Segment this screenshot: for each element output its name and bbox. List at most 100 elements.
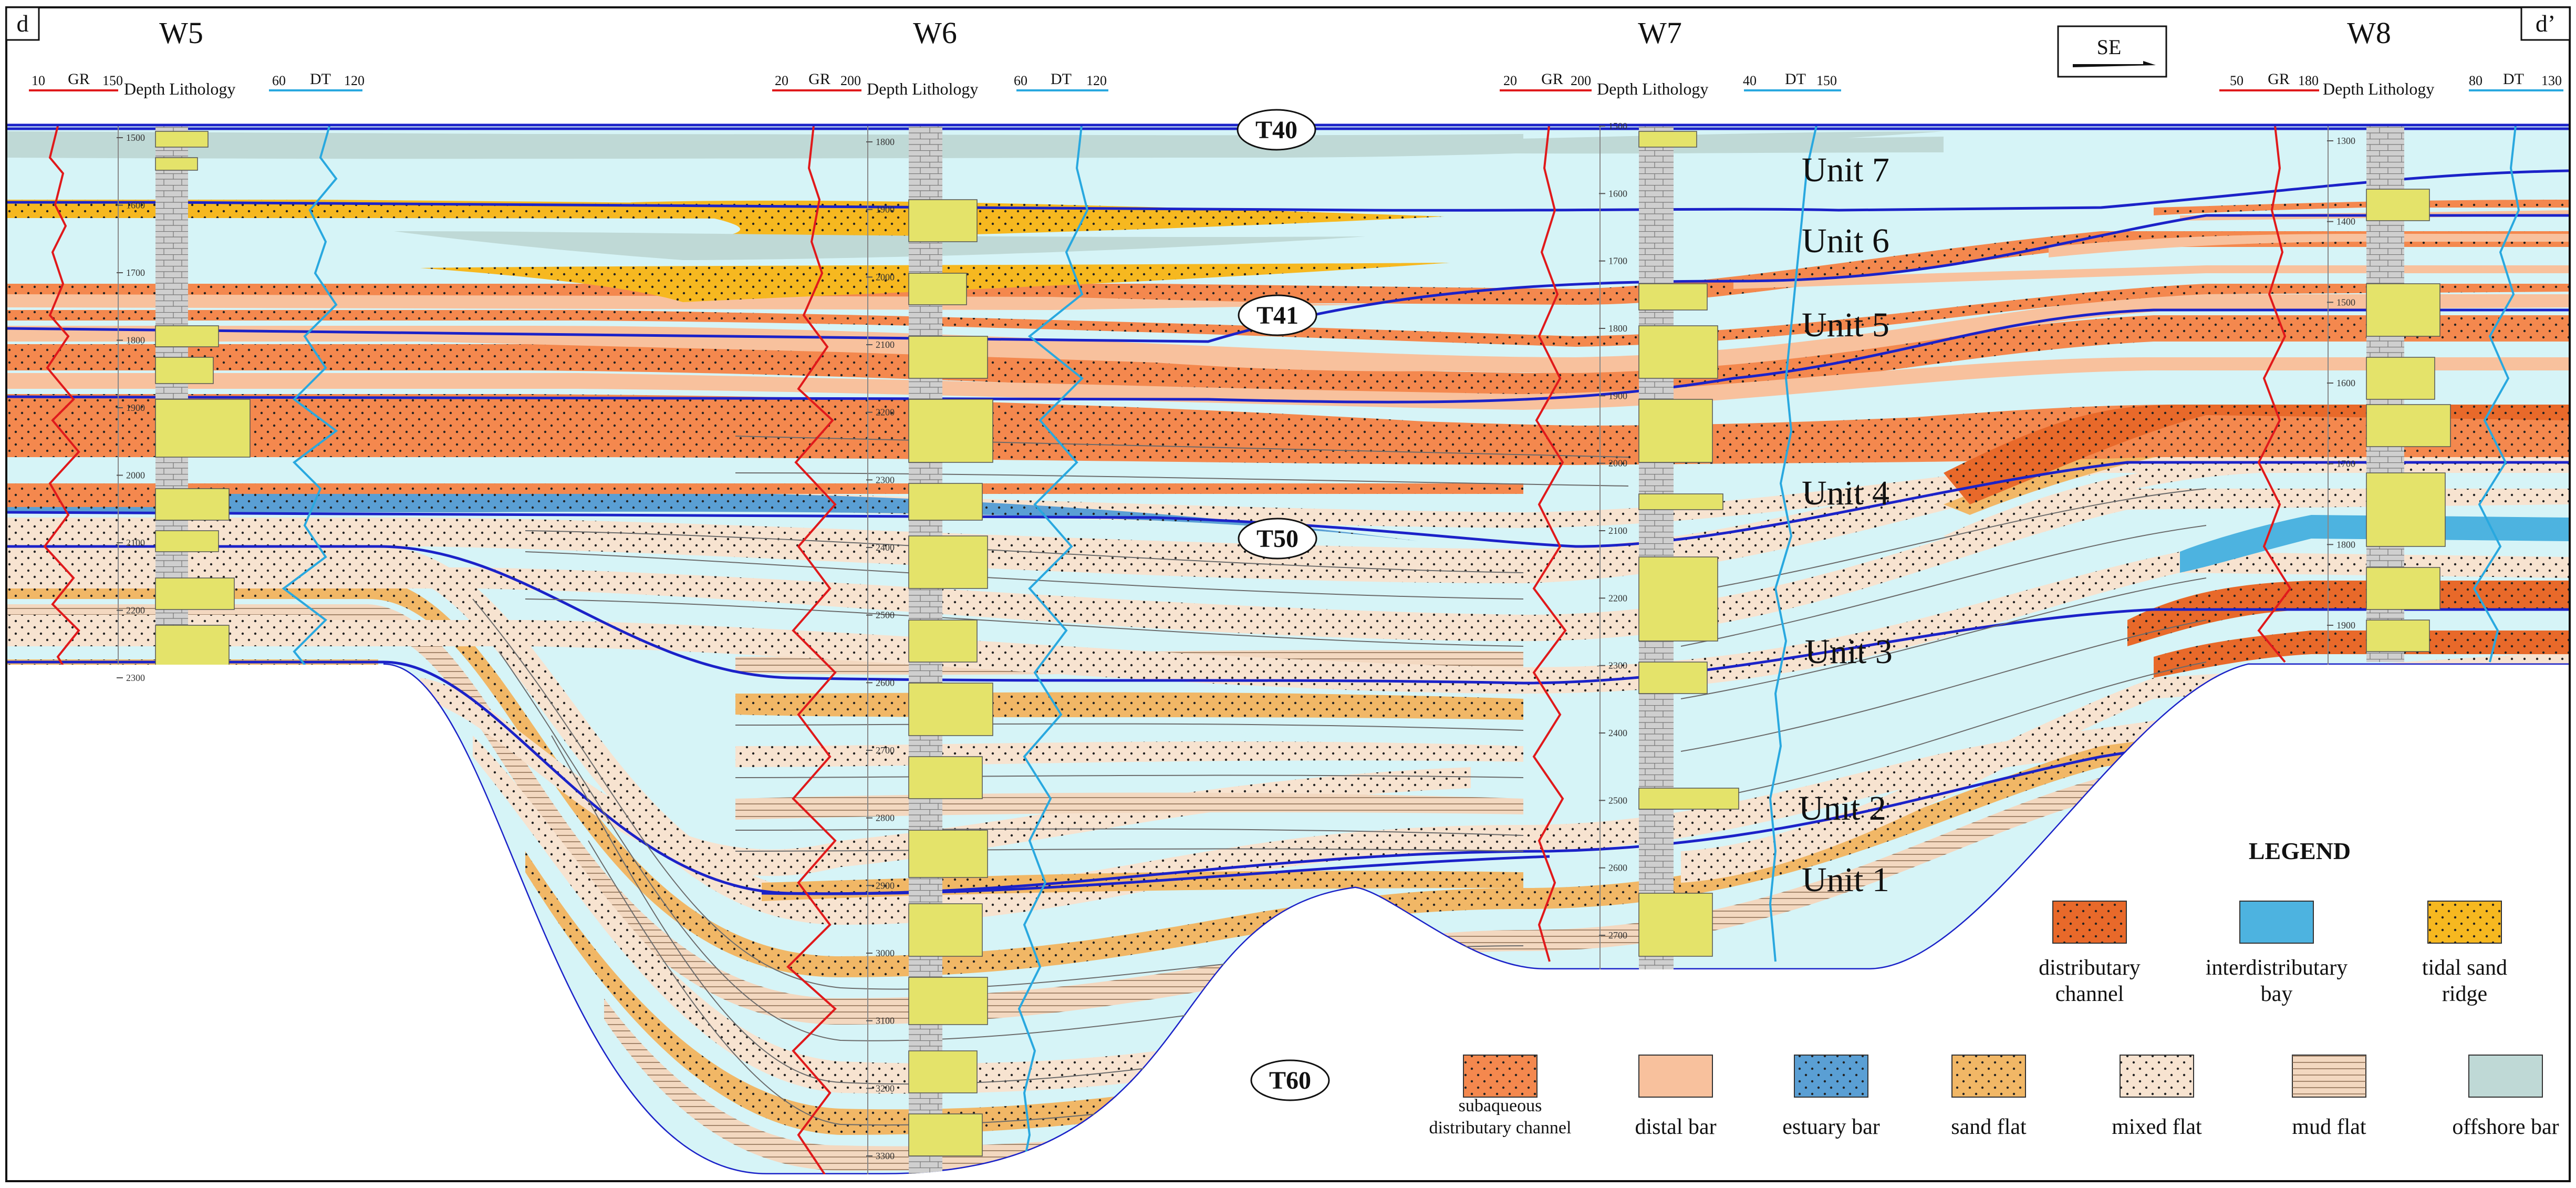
direction-indicator: SE	[2057, 25, 2167, 78]
depth-tick-label: 2100	[876, 339, 895, 350]
depth-tick-label: 2300	[876, 474, 895, 485]
depth-tick-label: 1600	[2336, 378, 2355, 388]
legend-item-mixed-flat: mixed flat	[2112, 1055, 2202, 1139]
unit-label-4: Unit 4	[1802, 474, 1889, 512]
depth-tick-label: 3300	[876, 1151, 895, 1161]
depth-tick-label: 1900	[126, 402, 145, 413]
legend-item-estuary-bar: estuary bar	[1782, 1055, 1880, 1139]
depth-tick-label: 3200	[876, 1083, 895, 1093]
legend-label: mixed flat	[2112, 1115, 2202, 1139]
legend-label: interdistributary	[2206, 956, 2348, 980]
svg-text:GR: GR	[68, 70, 90, 88]
horizon-label-t41: T41	[1238, 294, 1317, 336]
depth-tick-label: 1900	[1608, 390, 1627, 401]
legend-label: subaqueous	[1459, 1096, 1542, 1115]
well-name-w6: W6	[913, 16, 957, 50]
depth-tick-label: 1800	[876, 137, 895, 147]
depth-tick-label: 1600	[126, 200, 145, 211]
svg-text:DT: DT	[2503, 70, 2524, 88]
depth-tick-label: 1700	[126, 267, 145, 278]
depth-tick-label: 2000	[1608, 458, 1627, 469]
svg-text:80: 80	[2469, 73, 2482, 88]
svg-text:GR: GR	[808, 70, 830, 88]
svg-text:Depth Lithology: Depth Lithology	[867, 79, 978, 98]
corner-label-right-text: d’	[2536, 10, 2556, 37]
legend-label: ridge	[2442, 982, 2487, 1006]
corner-label-left-text: d	[17, 10, 29, 37]
well-name-w8: W8	[2347, 16, 2391, 50]
svg-text:10: 10	[32, 73, 45, 88]
legend-item-offshore-bar: offshore bar	[2452, 1055, 2559, 1139]
horizon-label-t40: T40	[1237, 109, 1316, 151]
depth-tick-label: 1400	[2336, 216, 2355, 227]
depth-tick-label: 2400	[876, 542, 895, 553]
depth-tick-label: 1800	[126, 335, 145, 346]
svg-text:180: 180	[2298, 73, 2319, 88]
well-column-w6	[786, 125, 1089, 1174]
depth-tick-label: 2300	[1608, 660, 1627, 671]
depth-tick-label: 2500	[1608, 795, 1627, 805]
svg-text:DT: DT	[1785, 70, 1806, 88]
depth-tick-label: 2100	[1608, 525, 1627, 536]
svg-text:DT: DT	[310, 70, 331, 88]
svg-text:Depth Lithology: Depth Lithology	[2323, 79, 2434, 98]
legend-swatch	[1638, 1055, 1713, 1098]
depth-tick-label: 1700	[1608, 256, 1627, 266]
legend-label: estuary bar	[1782, 1115, 1879, 1139]
legend-label: tidal sand	[2422, 956, 2507, 980]
log-header-w8: 50 GR 180 Depth Lithology 80 DT 130	[2219, 70, 2563, 98]
svg-text:60: 60	[1014, 73, 1027, 88]
svg-text:DT: DT	[1051, 70, 1072, 88]
depth-tick-label: 2200	[1608, 593, 1627, 603]
depth-tick-label: 1300	[2336, 136, 2355, 146]
unit-label-3: Unit 3	[1805, 633, 1893, 671]
legend-title: LEGEND	[2249, 838, 2351, 864]
depth-tick-label: 1600	[1608, 188, 1627, 199]
svg-text:Depth Lithology: Depth Lithology	[1597, 79, 1708, 98]
unit-label-6: Unit 6	[1802, 222, 1889, 260]
depth-tick-label: 2200	[876, 407, 895, 418]
depth-tick-label: 1500	[1608, 121, 1627, 131]
legend-label: offshore bar	[2452, 1115, 2559, 1139]
depth-tick-label: 2900	[876, 880, 895, 891]
legend-label: distributary	[2039, 956, 2141, 980]
legend-label: bay	[2261, 982, 2293, 1006]
section-body	[7, 125, 2569, 1174]
legend-label: mud flat	[2292, 1115, 2366, 1139]
depth-tick-label: 2000	[876, 272, 895, 282]
depth-tick-label: 1900	[2336, 620, 2355, 631]
depth-tick-label: 2100	[126, 538, 145, 548]
horizon-label-t50: T50	[1238, 518, 1317, 560]
depth-tick-label: 3000	[876, 948, 895, 958]
depth-tick-label: 1500	[2336, 297, 2355, 307]
log-header-w6: 20 GR 200 Depth Lithology 60 DT 120	[772, 70, 1108, 98]
depth-tick-label: 2200	[126, 605, 145, 616]
depth-tick-label: 2700	[1608, 930, 1627, 941]
well-name-w7: W7	[1638, 16, 1682, 50]
svg-text:120: 120	[1086, 73, 1107, 88]
depth-tick-label: 2400	[1608, 728, 1627, 738]
legend-label: distributary channel	[1429, 1118, 1572, 1138]
depth-tick-label: 1800	[2336, 539, 2355, 550]
depth-tick-label: 1900	[876, 204, 895, 215]
svg-text:T60: T60	[1269, 1067, 1311, 1094]
legend-item-mud-flat: mud flat	[2292, 1055, 2366, 1139]
svg-text:T40: T40	[1255, 116, 1297, 144]
depth-tick-label: 2000	[126, 470, 145, 481]
well-column-w7	[1532, 125, 1819, 969]
unit-label-1: Unit 1	[1802, 861, 1889, 899]
depth-tick-label: 1800	[1608, 323, 1627, 334]
corner-label-left: d	[5, 6, 40, 41]
depth-tick-label: 2500	[876, 610, 895, 621]
well-column-w8	[2257, 125, 2520, 665]
depth-tick-label: 1500	[126, 132, 145, 143]
svg-text:40: 40	[1743, 73, 1757, 88]
well-column-w5	[43, 125, 338, 684]
legend-item-subaqueous-distributary-channel: subaqueous distributary channel	[1429, 1055, 1572, 1138]
unit-label-5: Unit 5	[1802, 306, 1889, 344]
svg-text:Depth Lithology: Depth Lithology	[124, 79, 235, 98]
